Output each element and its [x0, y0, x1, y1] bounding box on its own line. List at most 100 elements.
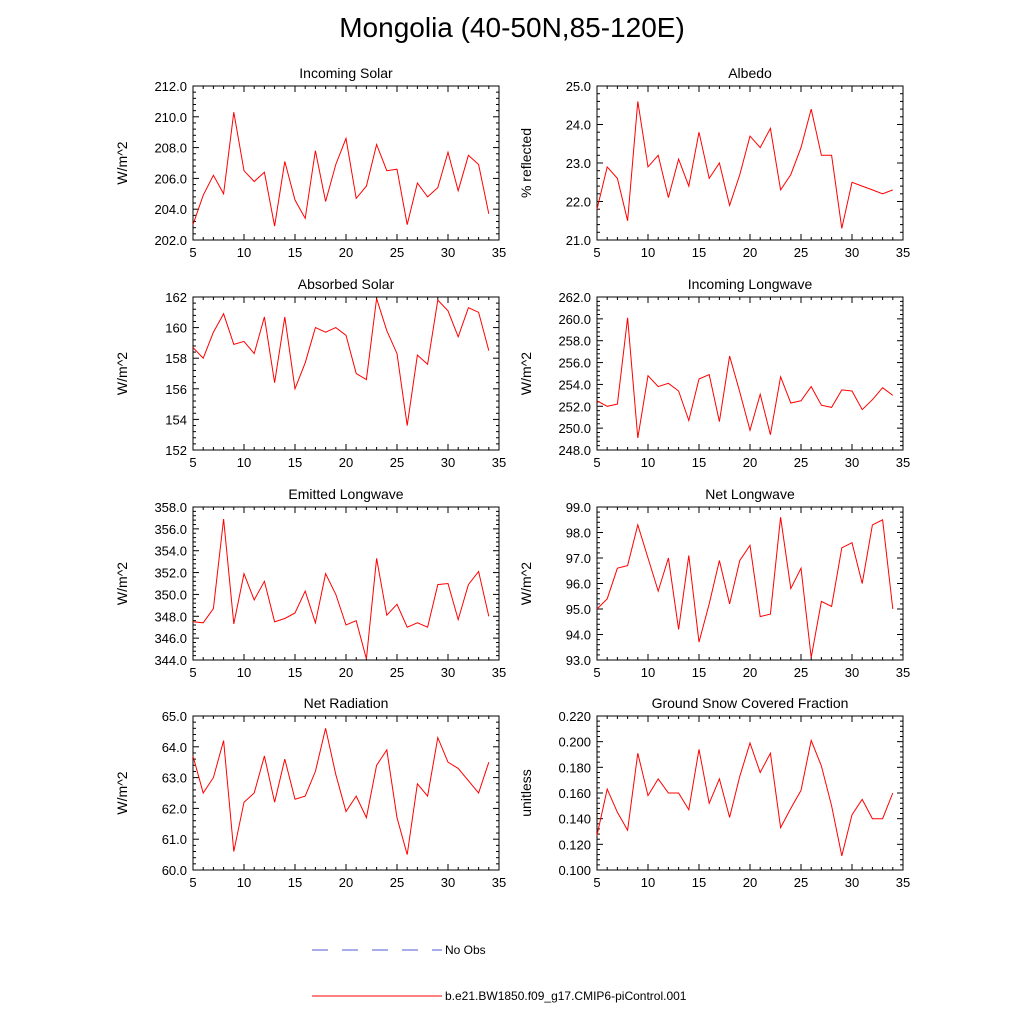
x-tick-label: 25 — [794, 245, 808, 260]
y-tick-label: 99.0 — [566, 500, 591, 515]
y-axis-label: unitless — [518, 769, 534, 816]
y-tick-label: 0.120 — [558, 837, 591, 852]
y-tick-label: 252.0 — [558, 399, 591, 414]
legend-label-obs: No Obs — [445, 943, 486, 957]
panel-title: Emitted Longwave — [288, 486, 403, 502]
y-axis-label: W/m^2 — [114, 352, 130, 395]
x-tick-label: 30 — [845, 665, 859, 680]
x-tick-label: 5 — [189, 665, 196, 680]
x-tick-label: 35 — [492, 455, 506, 470]
plot-frame — [596, 85, 904, 241]
y-tick-label: 358.0 — [154, 500, 187, 515]
y-tick-label: 65.0 — [162, 709, 187, 724]
y-tick-label: 61.0 — [162, 832, 187, 847]
y-tick-label: 97.0 — [566, 551, 591, 566]
x-tick-label: 10 — [237, 455, 251, 470]
panel-4: Incoming Longwave W/m^2 5 10 15 20 25 30 35 248.0… — [518, 276, 910, 470]
series-line-model — [192, 728, 490, 855]
figure-title: Mongolia (40-50N,85-120E) — [339, 12, 685, 43]
plot-frame — [596, 296, 904, 451]
x-tick-label: 25 — [794, 455, 808, 470]
y-tick-label: 356.0 — [154, 522, 187, 537]
y-tick-label: 208.0 — [154, 141, 187, 156]
x-tick-label: 20 — [743, 665, 757, 680]
plot-frame — [192, 715, 500, 871]
panel-title: Incoming Longwave — [688, 276, 813, 292]
plot-frame — [192, 85, 500, 241]
y-tick-label: 96.0 — [566, 577, 591, 592]
y-tick-label: 350.0 — [154, 587, 187, 602]
x-tick-label: 20 — [339, 665, 353, 680]
series-line-model — [596, 317, 894, 439]
x-tick-label: 35 — [896, 245, 910, 260]
x-tick-label: 20 — [743, 455, 757, 470]
panel-title: Net Longwave — [705, 486, 795, 502]
x-tick-label: 20 — [743, 245, 757, 260]
y-tick-label: 248.0 — [558, 443, 591, 458]
y-tick-label: 352.0 — [154, 566, 187, 581]
y-tick-label: 21.0 — [566, 233, 591, 248]
panel-6: Net Longwave W/m^2 5 10 15 20 25 30 35 93.0 94.0 95… — [518, 486, 910, 680]
plot-frame — [596, 506, 904, 661]
x-tick-label: 10 — [641, 875, 655, 890]
y-tick-label: 0.160 — [558, 786, 591, 801]
y-tick-label: 62.0 — [162, 801, 187, 816]
y-tick-label: 354.0 — [154, 544, 187, 559]
y-tick-label: 64.0 — [162, 740, 187, 755]
y-tick-label: 0.140 — [558, 812, 591, 827]
y-tick-label: 0.200 — [558, 735, 591, 750]
x-tick-label: 15 — [692, 455, 706, 470]
y-tick-label: 63.0 — [162, 771, 187, 786]
series-line-model — [192, 112, 490, 227]
x-tick-label: 15 — [692, 875, 706, 890]
x-tick-label: 15 — [288, 665, 302, 680]
y-tick-label: 256.0 — [558, 356, 591, 371]
x-tick-label: 35 — [492, 875, 506, 890]
y-tick-label: 60.0 — [162, 863, 187, 878]
x-tick-label: 35 — [492, 665, 506, 680]
y-axis-label: W/m^2 — [518, 352, 534, 395]
y-axis-label: % reflected — [518, 128, 534, 198]
x-tick-label: 5 — [189, 455, 196, 470]
y-tick-label: 23.0 — [566, 156, 591, 171]
x-tick-label: 25 — [390, 875, 404, 890]
x-tick-label: 15 — [288, 875, 302, 890]
y-axis-label: W/m^2 — [114, 562, 130, 605]
x-tick-label: 10 — [237, 875, 251, 890]
x-tick-label: 20 — [339, 245, 353, 260]
series-line-model — [596, 517, 894, 658]
panel-title: Absorbed Solar — [298, 276, 395, 292]
x-tick-label: 20 — [339, 455, 353, 470]
series-line-model — [192, 298, 490, 426]
y-tick-label: 0.180 — [558, 760, 591, 775]
x-tick-label: 10 — [237, 665, 251, 680]
x-tick-label: 5 — [189, 875, 196, 890]
y-tick-label: 22.0 — [566, 195, 591, 210]
y-tick-label: 24.0 — [566, 118, 591, 133]
x-tick-label: 25 — [390, 665, 404, 680]
y-tick-label: 202.0 — [154, 233, 187, 248]
y-tick-label: 258.0 — [558, 334, 591, 349]
x-tick-label: 30 — [441, 455, 455, 470]
legend-entry-model: b.e21.BW1850.f09_g17.CMIP6-piControl.001 — [312, 986, 732, 1006]
x-tick-label: 20 — [339, 875, 353, 890]
y-tick-label: 348.0 — [154, 609, 187, 624]
y-tick-label: 93.0 — [566, 653, 591, 668]
y-tick-label: 346.0 — [154, 631, 187, 646]
x-tick-label: 5 — [593, 875, 600, 890]
x-tick-label: 35 — [896, 455, 910, 470]
y-tick-label: 210.0 — [154, 110, 187, 125]
panel-8: Ground Snow Covered Fraction unitless 5 10 1… — [518, 695, 910, 890]
series-line-model — [596, 738, 894, 857]
x-tick-label: 5 — [593, 245, 600, 260]
y-tick-label: 156 — [165, 382, 187, 397]
x-tick-label: 5 — [593, 455, 600, 470]
x-tick-label: 35 — [896, 875, 910, 890]
panel-title: Ground Snow Covered Fraction — [652, 695, 849, 711]
series-line-model — [596, 101, 893, 229]
legend-entry-obs: No Obs — [312, 940, 732, 960]
y-tick-label: 25.0 — [566, 79, 591, 94]
x-tick-label: 25 — [390, 455, 404, 470]
y-tick-label: 95.0 — [566, 602, 591, 617]
y-tick-label: 0.220 — [558, 709, 591, 724]
